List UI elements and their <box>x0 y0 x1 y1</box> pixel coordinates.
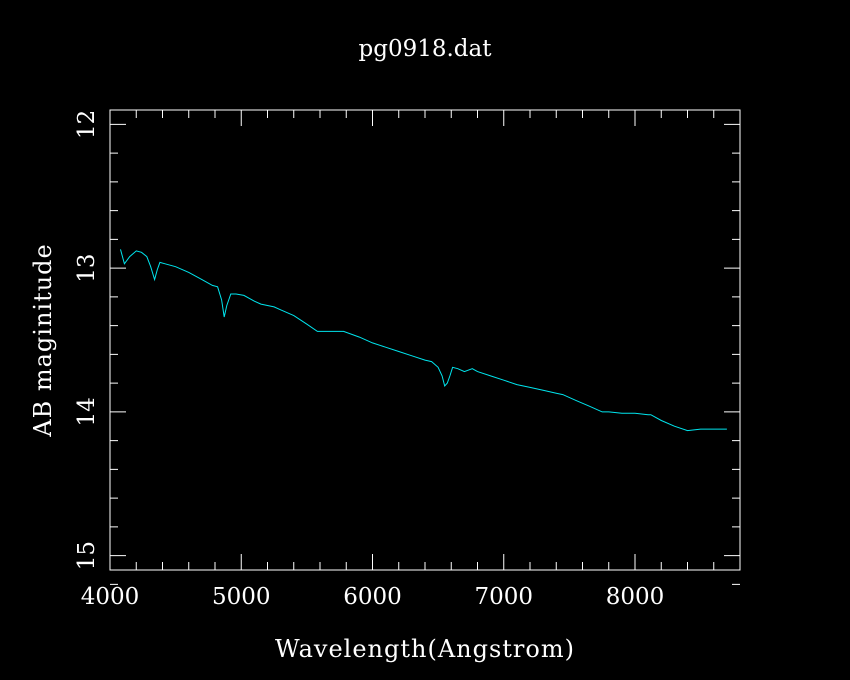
y-axis-label: AB maginitude <box>29 243 57 438</box>
x-tick-label: 8000 <box>606 584 665 610</box>
tick-labels: 4000 5000 6000 7000 8000 12 13 14 15 <box>74 110 664 610</box>
x-axis-label: Wavelength(Angstrom) <box>275 635 575 663</box>
y-tick-label: 14 <box>74 397 100 426</box>
y-tick-label: 13 <box>74 253 100 282</box>
series-line <box>120 249 727 432</box>
series-group <box>120 249 727 432</box>
chart-title: pg0918.dat <box>359 36 493 62</box>
x-tick-label: 6000 <box>343 584 402 610</box>
y-tick-label: 15 <box>74 541 100 570</box>
x-tick-label: 7000 <box>474 584 533 610</box>
x-tick-label: 5000 <box>212 584 271 610</box>
x-tick-label: 4000 <box>81 584 140 610</box>
tick-marks <box>109 110 741 585</box>
y-tick-label: 12 <box>74 110 100 139</box>
